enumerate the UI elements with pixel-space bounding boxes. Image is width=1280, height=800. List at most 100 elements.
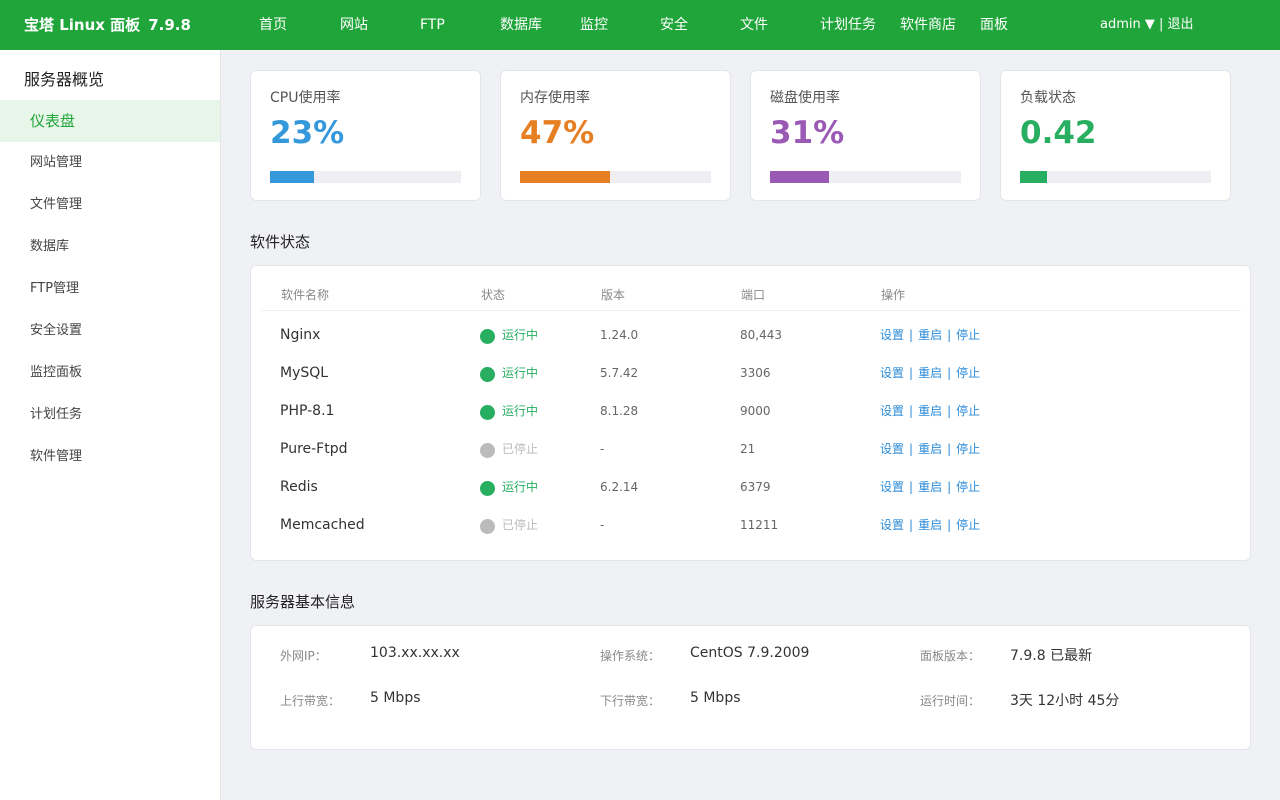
table-row: Redis 运行中 6.2.14 6379 设置 | 重启 | 停止 (251, 468, 1250, 506)
software-name: PHP-8.1 (280, 403, 335, 419)
nav-item-home[interactable]: 首页 (259, 17, 287, 33)
info-label-panel-version: 面板版本： (920, 649, 981, 663)
software-status: 已停止 (502, 442, 539, 456)
brand-version: 7.9.8 (148, 16, 191, 34)
restart-link[interactable]: 重启 (918, 518, 943, 532)
sidebar-item-database[interactable]: 数据库 (30, 239, 70, 254)
restart-link[interactable]: 重启 (918, 442, 943, 456)
software-actions: 设置 | 重启 | 停止 (880, 430, 980, 468)
software-version: 5.7.42 (600, 366, 639, 380)
nav-item-monitor[interactable]: 监控 (580, 17, 608, 33)
nav-item-store[interactable]: 软件商店 (900, 17, 956, 33)
info-label-os: 操作系统： (600, 649, 661, 663)
sidebar: 服务器概览 仪表盘 网站管理 文件管理 数据库 FTP管理 安全设置 监控面板 … (0, 50, 221, 800)
nav-item-database[interactable]: 数据库 (500, 17, 542, 33)
software-port: 80,443 (740, 328, 782, 342)
column-header-name: 软件名称 (281, 288, 330, 302)
card-value: 47% (520, 115, 595, 151)
sidebar-item-cron[interactable]: 计划任务 (30, 407, 83, 422)
stop-link[interactable]: 停止 (956, 404, 981, 418)
settings-link[interactable]: 设置 (880, 518, 905, 532)
user-dropdown[interactable]: admin ▼ (1100, 17, 1155, 32)
status-dot-icon (480, 443, 495, 458)
usage-bar (770, 171, 961, 183)
software-version: 8.1.28 (600, 404, 639, 418)
separator: | (909, 442, 914, 456)
usage-bar-fill (270, 171, 314, 183)
software-status: 运行中 (502, 328, 539, 342)
restart-link[interactable]: 重启 (918, 366, 943, 380)
software-name: Redis (280, 479, 318, 495)
nav-item-panel[interactable]: 面板 (980, 17, 1008, 33)
settings-link[interactable]: 设置 (880, 404, 905, 418)
restart-link[interactable]: 重启 (918, 480, 943, 494)
card-label: 磁盘使用率 (770, 90, 840, 106)
info-value-upload: 5 Mbps (370, 690, 421, 706)
card-value: 23% (270, 115, 345, 151)
usage-bar (520, 171, 711, 183)
software-port: 3306 (740, 366, 771, 380)
separator: | (909, 480, 914, 494)
status-dot-icon (480, 405, 495, 420)
sidebar-item-sites[interactable]: 网站管理 (30, 155, 83, 170)
software-version: 6.2.14 (600, 480, 639, 494)
nav-item-security[interactable]: 安全 (660, 17, 688, 33)
software-status: 运行中 (502, 404, 539, 418)
stop-link[interactable]: 停止 (956, 366, 981, 380)
cpu-usage-card: CPU使用率 23% (250, 70, 481, 201)
sidebar-item-dashboard[interactable]: 仪表盘 (0, 100, 220, 142)
software-actions: 设置 | 重启 | 停止 (880, 468, 980, 506)
software-name: MySQL (280, 365, 329, 381)
user-separator: | (1159, 17, 1164, 32)
sidebar-item-files[interactable]: 文件管理 (30, 197, 83, 212)
info-value-uptime: 3天 12小时 45分 (1010, 693, 1120, 709)
usage-bar-fill (770, 171, 830, 183)
software-port: 9000 (740, 404, 771, 418)
status-dot-icon (480, 367, 495, 382)
column-header-port: 端口 (741, 288, 766, 302)
status-dot-icon (480, 519, 495, 534)
stop-link[interactable]: 停止 (956, 480, 981, 494)
software-actions: 设置 | 重启 | 停止 (880, 506, 980, 544)
stop-link[interactable]: 停止 (956, 328, 981, 342)
settings-link[interactable]: 设置 (880, 480, 905, 494)
software-section-title: 软件状态 (250, 233, 311, 251)
sidebar-title: 服务器概览 (24, 70, 105, 89)
settings-link[interactable]: 设置 (880, 328, 905, 342)
nav-item-cron[interactable]: 计划任务 (820, 17, 876, 33)
sidebar-item-ftp[interactable]: FTP管理 (30, 281, 80, 296)
logout-link[interactable]: 退出 (1167, 17, 1194, 32)
info-value-download: 5 Mbps (690, 690, 741, 706)
brand[interactable]: 宝塔 Linux 面板 7.9.8 (0, 0, 221, 50)
separator: | (947, 480, 952, 494)
settings-link[interactable]: 设置 (880, 442, 905, 456)
settings-link[interactable]: 设置 (880, 366, 905, 380)
software-port: 6379 (740, 480, 771, 494)
sidebar-item-monitor[interactable]: 监控面板 (30, 365, 83, 380)
nav-item-website[interactable]: 网站 (340, 17, 368, 33)
software-status: 运行中 (502, 480, 539, 494)
restart-link[interactable]: 重启 (918, 328, 943, 342)
disk-usage-card: 磁盘使用率 31% (750, 70, 981, 201)
software-actions: 设置 | 重启 | 停止 (880, 392, 980, 430)
software-actions: 设置 | 重启 | 停止 (880, 354, 980, 392)
software-version: - (600, 518, 605, 532)
sidebar-item-software[interactable]: 软件管理 (30, 449, 83, 464)
info-value-os: CentOS 7.9.2009 (690, 645, 810, 661)
sidebar-item-security[interactable]: 安全设置 (30, 323, 83, 338)
nav-item-files[interactable]: 文件 (740, 17, 768, 33)
card-label: 负载状态 (1020, 90, 1076, 106)
card-value: 31% (770, 115, 845, 151)
separator: | (909, 518, 914, 532)
separator: | (909, 404, 914, 418)
software-actions: 设置 | 重启 | 停止 (880, 316, 980, 354)
restart-link[interactable]: 重启 (918, 404, 943, 418)
software-status: 运行中 (502, 366, 539, 380)
stop-link[interactable]: 停止 (956, 518, 981, 532)
nav-item-ftp[interactable]: FTP (420, 17, 445, 33)
separator: | (947, 366, 952, 380)
status-dot-icon (480, 481, 495, 496)
stop-link[interactable]: 停止 (956, 442, 981, 456)
status-dot-icon (480, 329, 495, 344)
info-label-upload: 上行带宽： (280, 694, 341, 708)
